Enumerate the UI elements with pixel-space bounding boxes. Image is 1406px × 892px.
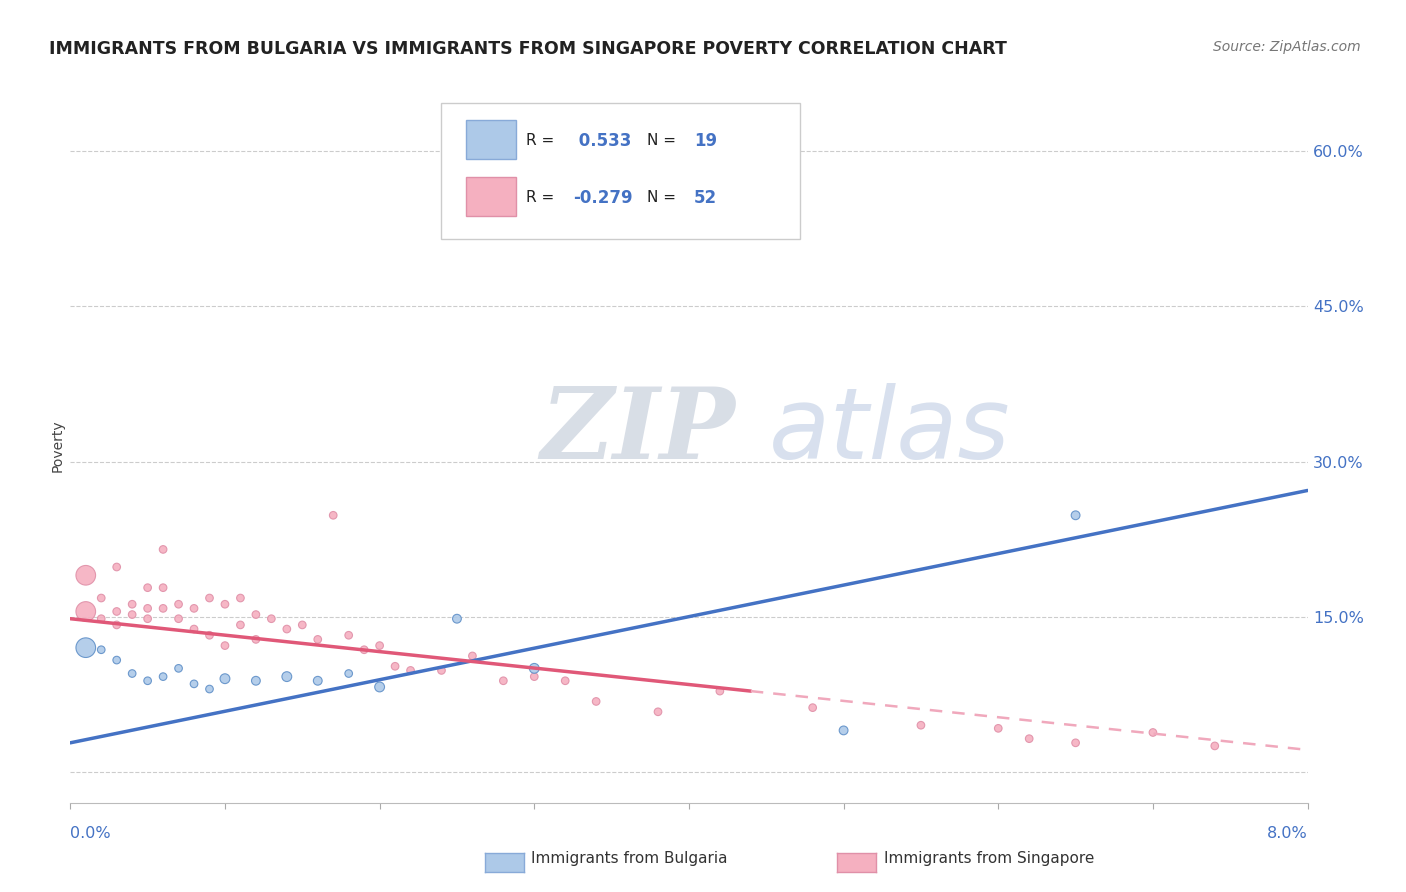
Text: N =: N = — [647, 133, 681, 148]
Point — [430, 664, 453, 678]
Point — [198, 628, 221, 642]
Point — [276, 670, 298, 684]
Point — [198, 591, 221, 605]
Y-axis label: Poverty: Poverty — [51, 420, 65, 472]
Point — [198, 681, 221, 696]
Text: atlas: atlas — [769, 384, 1011, 480]
Point — [291, 618, 314, 632]
Point — [105, 605, 128, 619]
Text: Immigrants from Bulgaria: Immigrants from Bulgaria — [531, 851, 728, 865]
Text: 52: 52 — [695, 189, 717, 207]
Point — [1018, 731, 1040, 746]
Point — [523, 661, 546, 675]
Point — [307, 673, 329, 688]
Point — [647, 705, 669, 719]
Point — [75, 640, 97, 655]
Point — [105, 618, 128, 632]
Point — [90, 642, 112, 657]
Point — [90, 591, 112, 605]
Point — [337, 628, 360, 642]
Point — [801, 700, 824, 714]
Text: Immigrants from Singapore: Immigrants from Singapore — [884, 851, 1095, 865]
Point — [105, 653, 128, 667]
Text: -0.279: -0.279 — [572, 189, 633, 207]
Point — [585, 694, 607, 708]
Text: IMMIGRANTS FROM BULGARIA VS IMMIGRANTS FROM SINGAPORE POVERTY CORRELATION CHART: IMMIGRANTS FROM BULGARIA VS IMMIGRANTS F… — [49, 40, 1007, 58]
Point — [90, 612, 112, 626]
Point — [152, 581, 174, 595]
Point — [523, 670, 546, 684]
Text: 0.0%: 0.0% — [70, 826, 111, 840]
Text: N =: N = — [647, 190, 681, 205]
Point — [75, 605, 97, 619]
Point — [446, 612, 468, 626]
Point — [229, 618, 252, 632]
Point — [105, 560, 128, 574]
Point — [245, 607, 267, 622]
Point — [368, 639, 391, 653]
Point — [1064, 736, 1087, 750]
Point — [167, 612, 190, 626]
Point — [121, 597, 143, 611]
Point — [276, 622, 298, 636]
Point — [152, 542, 174, 557]
Point — [152, 670, 174, 684]
Point — [136, 612, 159, 626]
Point — [461, 648, 484, 663]
Point — [167, 597, 190, 611]
Point — [214, 639, 236, 653]
Point — [183, 601, 205, 615]
Point — [121, 666, 143, 681]
Point — [307, 632, 329, 647]
Point — [322, 508, 344, 523]
Text: 8.0%: 8.0% — [1267, 826, 1308, 840]
Point — [1064, 508, 1087, 523]
Text: Source: ZipAtlas.com: Source: ZipAtlas.com — [1213, 40, 1361, 54]
Point — [337, 666, 360, 681]
Point — [554, 673, 576, 688]
FancyBboxPatch shape — [441, 103, 800, 239]
Point — [183, 622, 205, 636]
Point — [152, 601, 174, 615]
Point — [399, 664, 422, 678]
Point — [1204, 739, 1226, 753]
Point — [136, 581, 159, 595]
Point — [353, 642, 375, 657]
Text: R =: R = — [526, 190, 558, 205]
Point — [384, 659, 406, 673]
Point — [136, 601, 159, 615]
Point — [214, 672, 236, 686]
Point — [368, 680, 391, 694]
Point — [245, 673, 267, 688]
Point — [987, 722, 1010, 736]
Point — [260, 612, 283, 626]
Text: ZIP: ZIP — [540, 384, 735, 480]
Point — [121, 607, 143, 622]
Point — [492, 673, 515, 688]
Point — [75, 568, 97, 582]
Point — [214, 597, 236, 611]
Bar — [467, 120, 516, 159]
Text: 19: 19 — [695, 132, 717, 150]
Bar — [467, 177, 516, 216]
Point — [709, 684, 731, 698]
Text: 0.533: 0.533 — [572, 132, 631, 150]
Point — [136, 673, 159, 688]
Point — [1142, 725, 1164, 739]
Point — [167, 661, 190, 675]
Point — [910, 718, 932, 732]
Point — [229, 591, 252, 605]
Point — [245, 632, 267, 647]
Point — [183, 677, 205, 691]
Text: R =: R = — [526, 133, 558, 148]
Point — [832, 723, 855, 738]
